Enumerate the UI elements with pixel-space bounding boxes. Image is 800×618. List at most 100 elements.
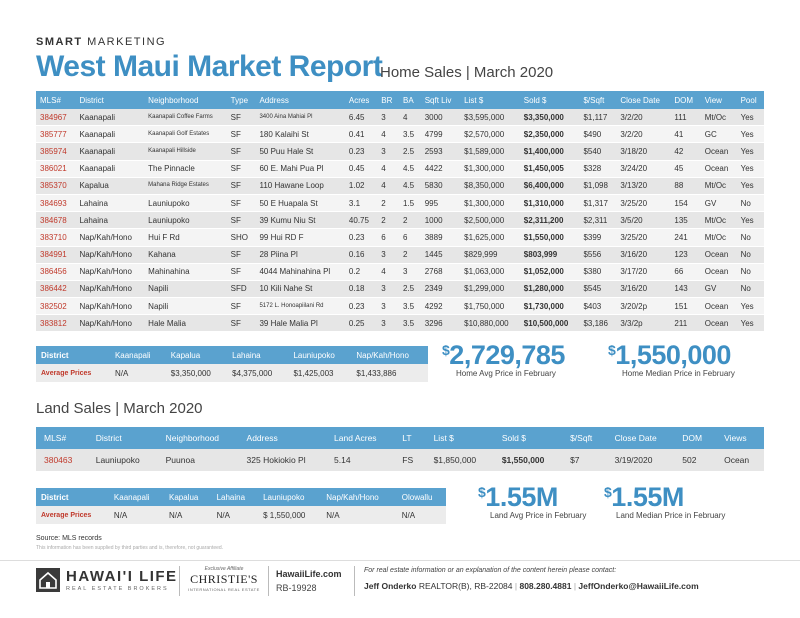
table-cell: 5830	[420, 177, 461, 195]
table-cell: Yes	[736, 211, 764, 230]
table-cell: 3	[377, 314, 399, 333]
table-cell: 1.02	[344, 177, 378, 195]
table-cell: 211	[670, 314, 701, 333]
agent-email[interactable]: JeffOnderko@HawaiiLife.com	[578, 581, 699, 591]
table-cell: 3/16/20	[616, 246, 671, 264]
column-header: LT	[394, 427, 426, 449]
table-cell: 3889	[420, 228, 461, 247]
table-cell: N/A	[109, 364, 166, 382]
table-cell: Launiupoko	[87, 449, 158, 471]
table-cell: FS	[394, 449, 426, 471]
table-cell: 4044 Mahinahina Pl	[255, 263, 345, 281]
table-cell: 1.5	[398, 194, 421, 213]
table-cell: Yes	[736, 297, 764, 316]
table-cell: 2349	[420, 280, 461, 299]
table-cell: $1,425,003	[288, 364, 352, 382]
footer-sep-2	[268, 566, 269, 596]
column-header: Neighborhood	[144, 91, 227, 109]
table-cell: 241	[670, 228, 701, 247]
table-cell: No	[736, 194, 764, 213]
table-cell: 4	[377, 263, 399, 281]
table-cell: N/A	[396, 506, 446, 524]
table-cell: Mt/Oc	[700, 109, 737, 127]
table-cell: $1,300,000	[460, 160, 520, 178]
table-cell: N/A	[321, 506, 397, 524]
table-cell: Napili	[144, 280, 227, 299]
table-cell: $1,433,886	[351, 364, 428, 382]
table-cell: Kaanapali	[75, 160, 145, 178]
table-cell: 3/16/20	[616, 280, 671, 299]
table-cell: $1,052,000	[519, 263, 580, 281]
column-header: List $	[425, 427, 494, 449]
table-cell: 3/19/2020	[606, 449, 675, 471]
mls-cell: 385974	[36, 142, 76, 161]
table-row: 382502 Nap/Kah/Hono Napili SF 5172 L. Honoap…	[36, 297, 764, 316]
table-cell: $3,350,000	[519, 109, 580, 127]
table-cell: No	[736, 246, 764, 264]
table-cell: Nap/Kah/Hono	[75, 280, 145, 299]
table-cell: $6,400,000	[519, 177, 580, 195]
table-cell: 3	[377, 109, 399, 127]
table-cell: Nap/Kah/Hono	[75, 228, 145, 247]
table-cell: $3,186	[579, 314, 617, 333]
table-cell: $545	[579, 280, 617, 299]
column-header: Type	[226, 91, 256, 109]
table-cell: Yes	[736, 314, 764, 333]
table-cell: SF	[226, 246, 256, 264]
table-cell: SF	[226, 211, 256, 230]
table-cell: 45	[670, 160, 701, 178]
table-cell: 0.25	[344, 314, 378, 333]
table-cell: GV	[700, 280, 737, 299]
table-cell: $1,317	[579, 194, 617, 213]
table-cell: Ocean	[700, 246, 737, 264]
site-link[interactable]: HawaiiLife.com	[276, 569, 342, 579]
table-cell: 3.5	[398, 297, 421, 316]
table-cell: Kapalua	[75, 177, 145, 195]
table-cell: 3296	[420, 314, 461, 333]
table-cell: Kaanapali	[75, 109, 145, 127]
agent-phone[interactable]: 808.280.4881	[519, 581, 572, 591]
table-cell: 154	[670, 194, 701, 213]
land-avg-stat: $1.55M Land Avg Price in February	[478, 482, 587, 520]
table-cell: 3400 Aina Mahiai Pl	[255, 109, 345, 127]
table-cell: 3/18/20	[616, 142, 671, 161]
agent-contact: Jeff Onderko REALTOR(B), RB-22084 | 808.…	[364, 581, 699, 591]
table-cell: Mt/Oc	[700, 228, 737, 247]
home-avg-value: 2,729,785	[449, 340, 565, 370]
column-header: BR	[377, 91, 399, 109]
table-cell: Nap/Kah/Hono	[75, 297, 145, 316]
table-cell: SF	[226, 142, 256, 161]
table-cell: 1445	[420, 246, 461, 264]
table-cell: 60 E. Mahi Pua Pl	[255, 160, 345, 178]
table-cell: 2.5	[398, 280, 421, 299]
table-cell: 325 Hokiokio Pl	[238, 449, 327, 471]
table-cell: 3/2/20	[616, 125, 671, 144]
table-cell: 42	[670, 142, 701, 161]
table-cell: $1,280,000	[519, 280, 580, 299]
table-row: 384693 Lahaina Launiupoko SF 50 E Huapala St…	[36, 194, 764, 213]
brand-label: SMART MARKETING	[36, 36, 167, 48]
column-header: Sqft Liv	[420, 91, 461, 109]
table-cell: 3/2/20	[616, 109, 671, 127]
table-cell: 4	[377, 160, 399, 178]
column-header: Lahaina	[211, 488, 259, 506]
table-cell: 4	[377, 177, 399, 195]
table-cell: N/A	[164, 506, 212, 524]
table-cell: 0.41	[344, 125, 378, 144]
table-cell: Nap/Kah/Hono	[75, 314, 145, 333]
table-cell: $540	[579, 142, 617, 161]
mls-cell: 384678	[36, 211, 76, 230]
page-subtitle: Home Sales | March 2020	[380, 64, 554, 81]
table-cell: 5172 L. Honoapiilani Rd	[255, 297, 345, 316]
table-cell: $1,750,000	[460, 297, 520, 316]
table-row: 385777 Kaanapali Kaanapali Golf Estates SF 1…	[36, 125, 764, 144]
row-label: Average Prices	[36, 506, 109, 524]
table-cell: Yes	[736, 142, 764, 161]
home-median-value: 1,550,000	[615, 340, 731, 370]
contact-info: For real estate information or an explan…	[364, 567, 617, 574]
table-cell: SFD	[226, 280, 256, 299]
column-header: District	[36, 488, 109, 506]
table-cell: $10,500,000	[519, 314, 580, 333]
table-cell: Kaanapali Coffee Farms	[144, 109, 227, 127]
table-row: 386456 Nap/Kah/Hono Mahinahina SF 4044 Mahin…	[36, 263, 764, 281]
